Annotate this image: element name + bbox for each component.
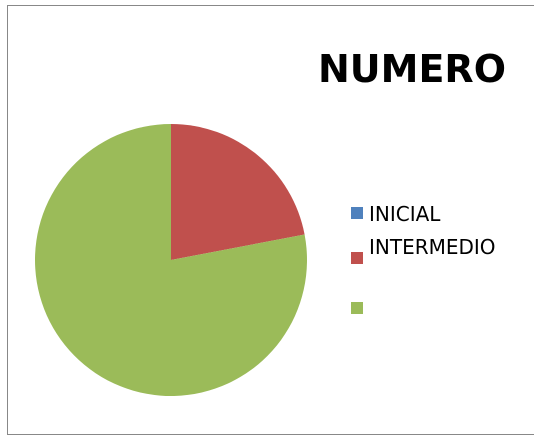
- legend-label-inicial: INICIAL: [369, 202, 441, 226]
- pie-slice-2: [34, 124, 307, 397]
- legend-swatch-inicial: [351, 207, 363, 219]
- legend-swatch-intermedio: [351, 252, 363, 264]
- chart-title: NUMERO: [318, 47, 506, 91]
- pie-slice-1: [171, 124, 305, 260]
- legend-label-intermedio: INTERMEDIO: [369, 235, 496, 259]
- legend-swatch-third: [351, 302, 363, 314]
